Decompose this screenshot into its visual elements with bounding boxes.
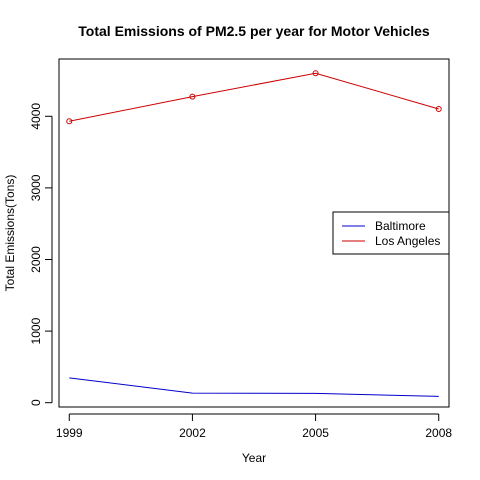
y-axis: 0 1000 2000 3000 4000 [29, 103, 53, 406]
legend-label: Los Angeles [375, 234, 440, 248]
y-tick-label: 2000 [29, 246, 43, 273]
x-tick-label: 2008 [425, 426, 452, 440]
x-tick-label: 2005 [302, 426, 329, 440]
y-tick-label: 1000 [29, 317, 43, 344]
legend-label: Baltimore [375, 219, 426, 233]
chart-title: Total Emissions of PM2.5 per year for Mo… [78, 23, 430, 39]
x-axis-label: Year [242, 451, 266, 465]
x-tick-label: 2002 [179, 426, 206, 440]
y-tick-label: 4000 [29, 103, 43, 130]
series-point [312, 70, 319, 77]
series-point [189, 93, 196, 100]
x-tick-label: 1999 [56, 426, 83, 440]
series-line-2 [69, 72, 439, 122]
x-axis: 1999 2002 2005 2008 [56, 413, 452, 440]
series-point [66, 118, 73, 125]
series-point [435, 106, 442, 113]
y-axis-label: Total Emissions(Tons) [3, 175, 17, 292]
plot-series [66, 70, 442, 397]
y-tick-label: 3000 [29, 174, 43, 201]
legend-box [332, 211, 450, 255]
y-tick-label: 0 [29, 399, 43, 406]
series-line-1 [69, 377, 439, 397]
